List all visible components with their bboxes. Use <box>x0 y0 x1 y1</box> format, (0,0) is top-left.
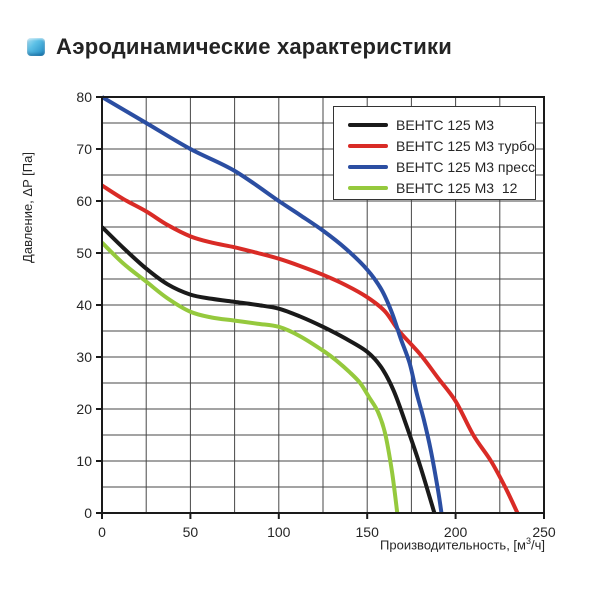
legend-item: ВЕНТС 125 М3 пресс <box>348 157 535 177</box>
x-tick-label: 0 <box>98 524 106 540</box>
blue-bullet-icon <box>27 38 45 56</box>
y-tick-label: 80 <box>76 89 92 105</box>
x-tick-label: 250 <box>532 524 556 540</box>
legend-swatch-line <box>348 122 388 127</box>
x-axis-title: Производительность, [м3/ч] <box>380 536 545 552</box>
x-axis-title-prefix: Производительность, [м <box>380 537 526 553</box>
legend-item: ВЕНТС 125 М3 турбо <box>348 136 535 156</box>
legend-label: ВЕНТС 125 М3 <box>396 116 495 133</box>
series-curve <box>101 95 444 514</box>
x-tick-label: 50 <box>183 524 199 540</box>
legend-label: ВЕНТС 125 М3 турбо <box>396 137 535 154</box>
page-header: Аэродинамические характеристики <box>27 34 452 60</box>
y-axis-title-text: Давление, ΔP [Па] <box>19 151 35 263</box>
y-tick-label: 20 <box>76 401 92 417</box>
page-title: Аэродинамические характеристики <box>56 34 452 59</box>
series-curves <box>101 95 520 514</box>
y-tick-label: 40 <box>76 297 92 313</box>
legend-swatch-line <box>348 143 388 148</box>
legend-label: ВЕНТС 125 М3 пресс <box>396 159 536 176</box>
legend-label: ВЕНТС 125 М3 12 <box>396 180 518 197</box>
plot-frame <box>101 96 545 514</box>
y-tick-label: 30 <box>76 349 92 365</box>
y-tick-label: 70 <box>76 141 92 157</box>
y-tick-label: 10 <box>76 453 92 469</box>
series-curve <box>101 241 400 514</box>
chart-legend: ВЕНТС 125 М3 ВЕНТС 125 М3 турбо ВЕНТС 125 … <box>333 106 536 200</box>
x-tick-label: 100 <box>267 524 291 540</box>
legend-swatch-line <box>348 165 388 170</box>
x-axis-title-suffix: /ч] <box>531 537 545 553</box>
x-axis-title-sup: 3 <box>525 536 531 546</box>
y-tick-label: 60 <box>76 193 92 209</box>
legend-item: ВЕНТС 125 М3 12 <box>348 178 535 198</box>
legend-swatch-line <box>348 186 388 191</box>
y-tick-label: 50 <box>76 245 92 261</box>
series-curve <box>101 183 520 514</box>
x-tick-label: 150 <box>356 524 380 540</box>
tick-labels: 0 50 100 150 200 250 0 10 20 30 40 50 60 70 80 <box>76 89 555 540</box>
y-axis-title: Давление, ΔP [Па] <box>14 97 40 317</box>
x-tick-label: 200 <box>444 524 468 540</box>
y-tick-label: 0 <box>84 505 92 521</box>
legend-item: ВЕНТС 125 М3 <box>348 115 535 135</box>
series-curve <box>101 225 437 514</box>
grid-lines <box>102 97 544 513</box>
